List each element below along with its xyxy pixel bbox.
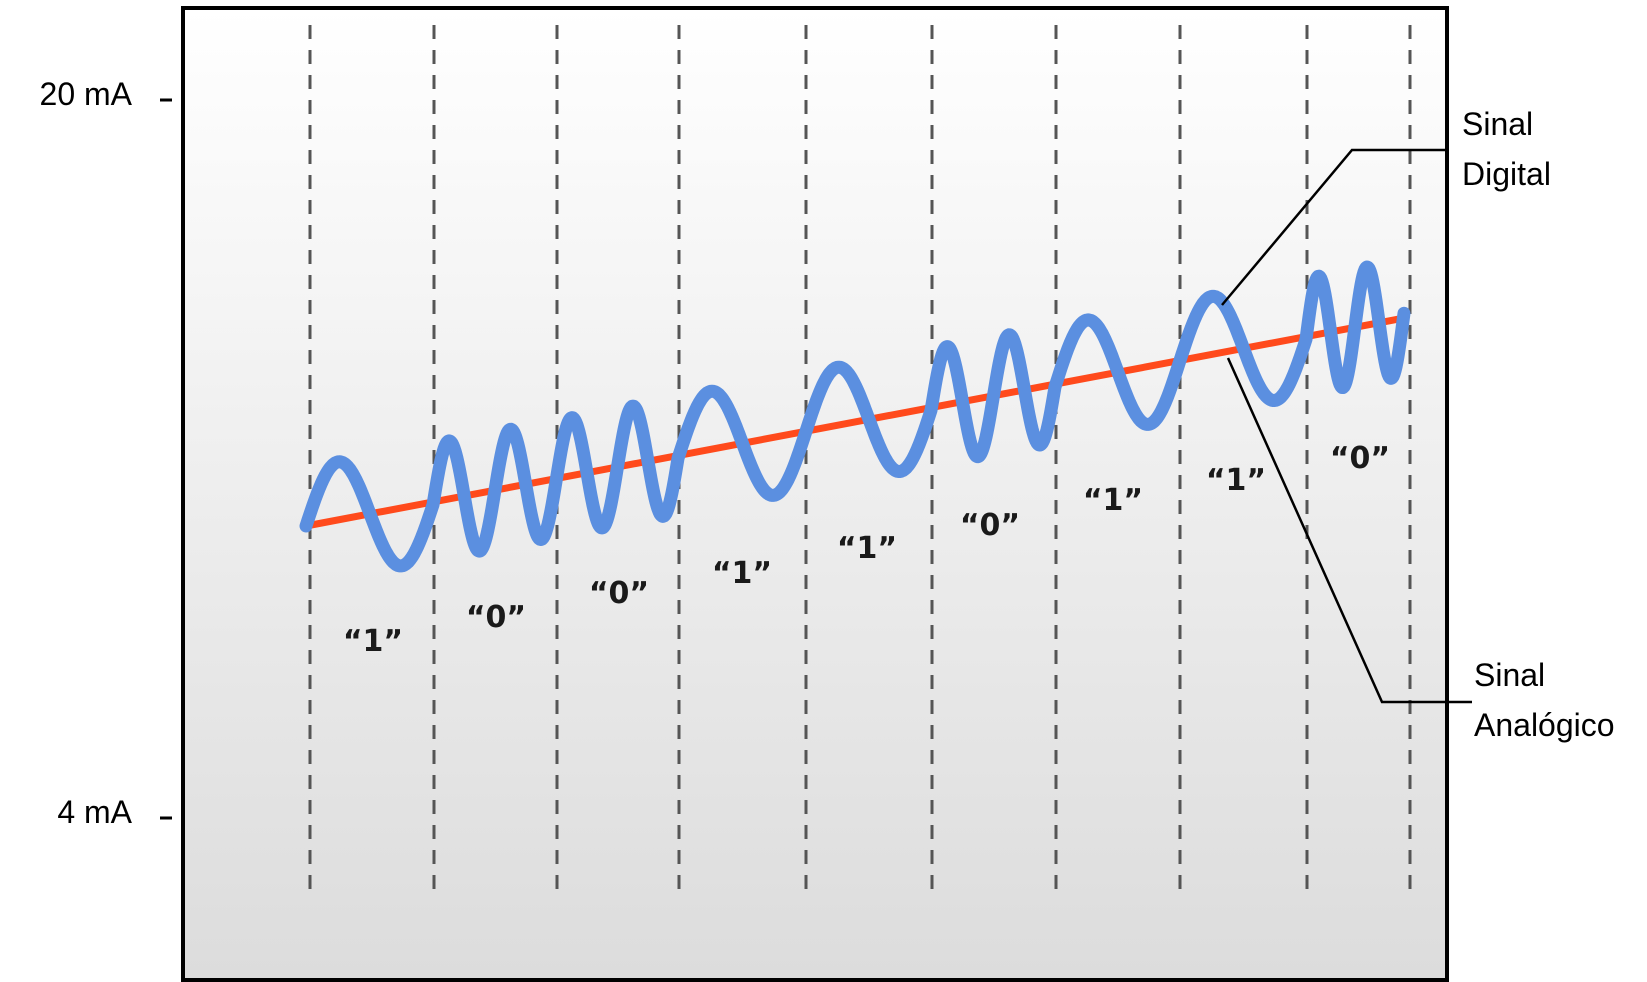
bit-label: “0”	[589, 576, 649, 611]
plot-panel	[181, 6, 1449, 982]
bit-label: “1”	[712, 556, 772, 591]
bit-label: “1”	[343, 624, 403, 659]
axis-label-20ma: 20 mA	[40, 76, 133, 112]
bit-labels: “1” “0” “0” “1” “1” “0” “1” “1” “0”	[343, 441, 1390, 659]
callout-analog-line1: Sinal	[1474, 657, 1545, 693]
bit-label: “1”	[1206, 463, 1266, 498]
callout-digital-line2: Digital	[1462, 156, 1551, 192]
callout-analog-leader	[1226, 357, 1472, 704]
bit-label: “0”	[466, 600, 526, 635]
bit-label: “1”	[1083, 483, 1143, 518]
digital-signal-wave	[299, 260, 1411, 573]
callout-digital-leader	[1221, 148, 1446, 306]
bit-label: “0”	[1330, 441, 1390, 476]
bit-label: “1”	[837, 531, 897, 566]
callout-analog-line2: Analógico	[1474, 707, 1615, 743]
bit-label: “0”	[960, 508, 1020, 543]
callout-digital-line1: Sinal	[1462, 106, 1533, 142]
axis-label-4ma: 4 mA	[57, 794, 132, 830]
